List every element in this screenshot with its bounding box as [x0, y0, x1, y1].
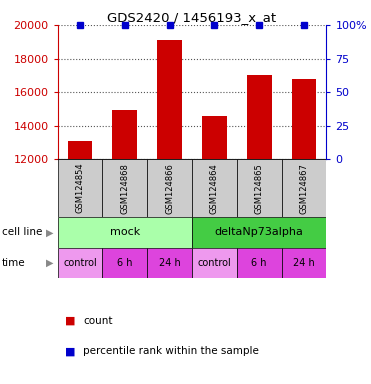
Bar — [282, 159, 326, 217]
Text: GSM124854: GSM124854 — [75, 163, 85, 214]
Text: GSM124868: GSM124868 — [120, 163, 129, 214]
Bar — [237, 248, 282, 278]
Bar — [247, 75, 272, 159]
Bar — [68, 141, 92, 159]
Bar — [102, 159, 147, 217]
Text: 24 h: 24 h — [159, 258, 180, 268]
Text: GSM124865: GSM124865 — [255, 163, 264, 214]
Text: 6 h: 6 h — [252, 258, 267, 268]
Bar — [202, 116, 227, 159]
Bar — [147, 248, 192, 278]
Text: GSM124864: GSM124864 — [210, 163, 219, 214]
Bar — [157, 40, 182, 159]
Text: time: time — [2, 258, 26, 268]
Text: cell line: cell line — [2, 227, 42, 237]
Bar — [237, 159, 282, 217]
Bar — [192, 248, 237, 278]
Text: deltaNp73alpha: deltaNp73alpha — [215, 227, 304, 237]
Text: control: control — [197, 258, 231, 268]
Bar — [112, 110, 137, 159]
Text: mock: mock — [109, 227, 140, 237]
Bar — [192, 217, 326, 248]
Bar — [292, 79, 316, 159]
Bar — [147, 159, 192, 217]
Text: control: control — [63, 258, 97, 268]
Bar — [192, 159, 237, 217]
Bar — [282, 248, 326, 278]
Text: ■: ■ — [65, 346, 75, 356]
Bar — [58, 159, 102, 217]
Text: 6 h: 6 h — [117, 258, 132, 268]
Text: ▶: ▶ — [46, 258, 54, 268]
Text: 24 h: 24 h — [293, 258, 315, 268]
Bar — [58, 217, 192, 248]
Text: count: count — [83, 316, 113, 326]
Text: ▶: ▶ — [46, 227, 54, 237]
Text: GSM124866: GSM124866 — [165, 163, 174, 214]
Bar — [58, 248, 102, 278]
Bar — [102, 248, 147, 278]
Text: percentile rank within the sample: percentile rank within the sample — [83, 346, 259, 356]
Text: ■: ■ — [65, 316, 75, 326]
Title: GDS2420 / 1456193_x_at: GDS2420 / 1456193_x_at — [108, 11, 276, 24]
Text: GSM124867: GSM124867 — [299, 163, 309, 214]
